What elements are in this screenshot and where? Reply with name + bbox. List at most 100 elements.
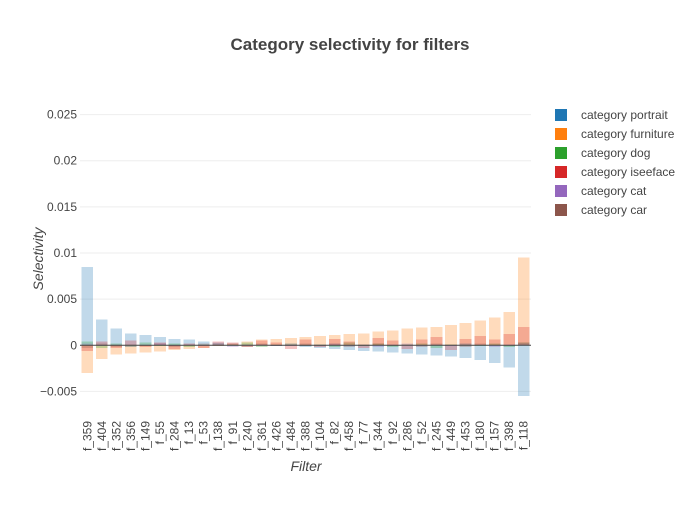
bar-category-car: [459, 345, 472, 348]
bar-category-iseeface: [226, 342, 239, 346]
y-tick-label: 0.01: [54, 246, 78, 260]
x-tick-label: f_149: [138, 421, 152, 451]
bar-category-iseeface: [212, 341, 225, 346]
legend-swatch[interactable]: [555, 185, 567, 197]
bar-category-dog: [517, 342, 530, 346]
x-tick-label: f_55: [153, 421, 167, 445]
bar-category-portrait: [314, 345, 326, 349]
bar-category-portrait: [197, 341, 210, 346]
bar-category-portrait: [139, 335, 152, 346]
bar-category-portrait: [81, 266, 94, 346]
bar-category-furniture: [343, 334, 355, 346]
bar-category-cat: [401, 343, 414, 346]
bar-category-car: [430, 343, 443, 346]
chart-title: Category selectivity for filters: [230, 35, 469, 54]
bar-category-portrait: [343, 345, 355, 350]
legend-swatch[interactable]: [555, 204, 567, 216]
bars: [81, 257, 530, 397]
bar-category-furniture: [386, 330, 399, 346]
bar-category-portrait: [430, 345, 443, 356]
bar-category-iseeface: [372, 337, 385, 346]
x-tick-label: f_449: [444, 421, 458, 451]
legend-label[interactable]: category iseeface: [581, 165, 675, 179]
bar-category-cat: [125, 345, 137, 348]
bar-category-portrait: [212, 342, 225, 346]
bar-category-iseeface: [416, 339, 428, 346]
bar-category-car: [474, 343, 486, 346]
bar-category-dog: [110, 343, 123, 346]
x-tick-label: f_453: [459, 421, 473, 451]
bar-category-dog: [416, 343, 428, 346]
bar-category-car: [416, 345, 428, 348]
bar-category-car: [154, 343, 166, 346]
bar-category-furniture: [357, 333, 370, 346]
x-tick-label: f_352: [109, 421, 123, 451]
x-tick-label: f_138: [211, 421, 225, 451]
y-tick-label: 0: [70, 338, 77, 352]
bar-category-iseeface: [110, 345, 123, 349]
bar-category-dog: [328, 345, 341, 348]
x-tick-label: f_404: [95, 421, 109, 451]
gridlines: [80, 114, 531, 392]
legend-swatch[interactable]: [555, 147, 567, 159]
bar-category-furniture: [401, 328, 414, 346]
bar-category-portrait: [386, 345, 399, 353]
bar-category-iseeface: [154, 342, 166, 346]
legend: category portrait category furniture categ…: [555, 108, 675, 217]
bar-category-portrait: [168, 338, 181, 346]
bar-category-dog: [256, 345, 268, 348]
bar-category-furniture: [416, 327, 428, 346]
bar-category-furniture: [270, 338, 283, 346]
bar-category-cat: [285, 343, 297, 346]
bar-category-furniture: [168, 345, 181, 350]
bar-category-furniture: [226, 343, 239, 346]
legend-label[interactable]: category furniture: [581, 127, 675, 141]
bar-category-iseeface: [241, 345, 254, 348]
legend-label[interactable]: category dog: [581, 146, 650, 160]
x-tick-label: f_286: [400, 421, 414, 451]
legend-swatch[interactable]: [555, 166, 567, 178]
x-tick-label: f_398: [502, 421, 516, 451]
bar-category-dog: [212, 343, 225, 346]
bar-category-furniture: [328, 335, 341, 346]
x-tick-label: f_426: [269, 421, 283, 451]
legend-label[interactable]: category cat: [581, 184, 647, 198]
bar-category-car: [197, 343, 210, 346]
x-tick-label: f_484: [284, 421, 298, 451]
bar-category-portrait: [125, 333, 137, 346]
bar-category-iseeface: [517, 326, 530, 346]
legend-swatch[interactable]: [555, 109, 567, 121]
x-tick-label: f_245: [429, 421, 443, 451]
bar-category-portrait: [517, 345, 530, 397]
x-tick-label: f_240: [240, 421, 254, 451]
bar-category-car: [343, 345, 355, 348]
bar-category-car: [96, 343, 108, 346]
bar-category-car: [517, 342, 530, 346]
bar-category-dog: [81, 341, 94, 346]
bar-category-cat: [81, 343, 94, 346]
bar-category-furniture: [474, 320, 486, 346]
bar-category-portrait: [416, 345, 428, 355]
bar-category-iseeface: [314, 345, 326, 348]
bar-category-dog: [139, 342, 152, 346]
bar-category-furniture: [488, 317, 501, 346]
bar-category-portrait: [226, 343, 239, 346]
legend-label[interactable]: category portrait: [581, 108, 668, 122]
legend-swatch[interactable]: [555, 128, 567, 140]
bar-category-dog: [343, 342, 355, 346]
bar-category-iseeface: [328, 338, 341, 346]
bar-category-furniture: [503, 312, 515, 346]
x-tick-label: f_458: [342, 421, 356, 451]
bar-category-furniture: [96, 345, 108, 360]
bar-category-car: [299, 343, 312, 346]
bar-category-cat: [372, 345, 385, 348]
bar-category-car: [110, 345, 123, 348]
bar-category-portrait: [154, 336, 166, 346]
x-tick-label: f_53: [197, 421, 211, 445]
bar-category-iseeface: [386, 340, 399, 346]
legend-label[interactable]: category car: [581, 203, 647, 217]
bar-category-portrait: [488, 345, 501, 363]
